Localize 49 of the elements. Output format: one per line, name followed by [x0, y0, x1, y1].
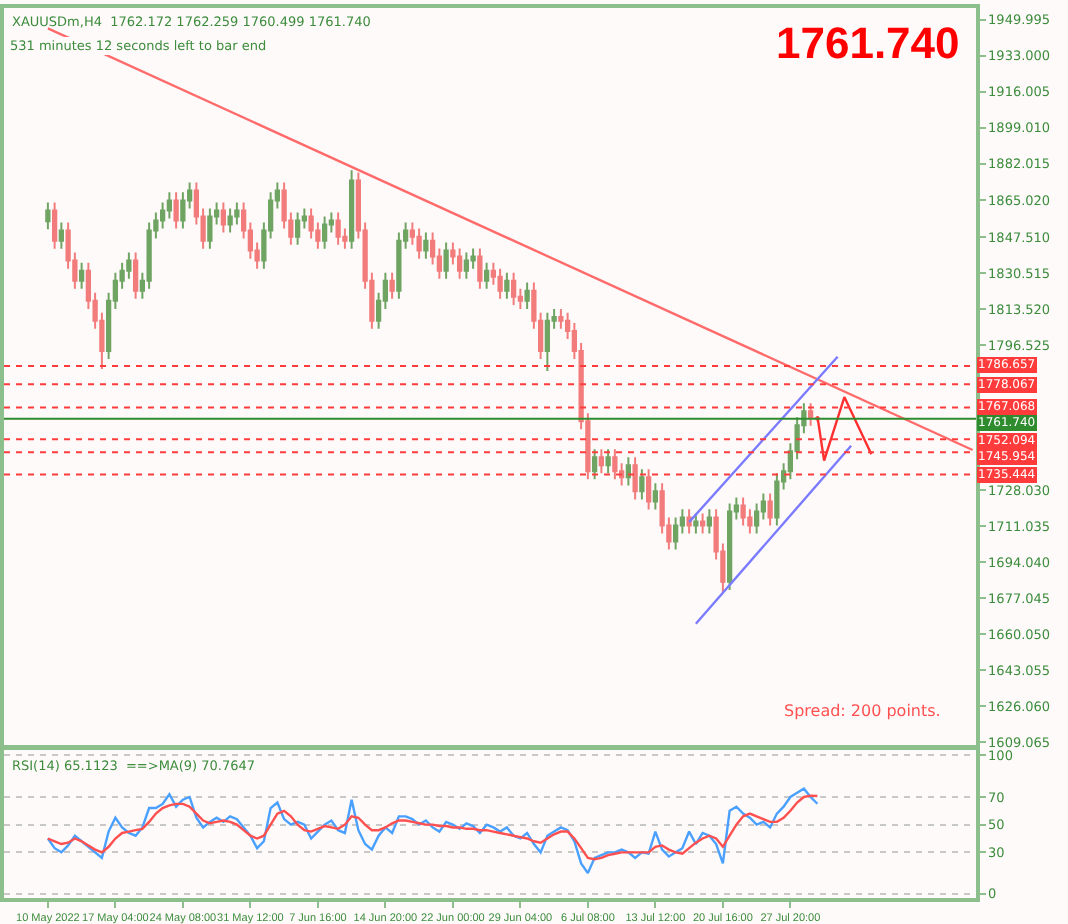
- annotation: 1761.740: [776, 18, 960, 68]
- candlestick: [389, 271, 395, 300]
- candlestick: [686, 508, 692, 535]
- candlestick: [544, 311, 551, 372]
- candlestick: [672, 516, 679, 551]
- candlestick: [504, 271, 510, 300]
- candlestick: [591, 448, 598, 481]
- candlestick: [58, 221, 65, 250]
- candlestick: [510, 271, 517, 306]
- candlestick: [605, 448, 611, 475]
- candlestick: [294, 211, 301, 246]
- candlestick: [639, 468, 645, 501]
- candlestick: [497, 267, 503, 300]
- candlestick: [652, 482, 659, 511]
- candlestick: [234, 201, 240, 226]
- candlestick: [612, 448, 618, 481]
- candlestick: [699, 512, 706, 535]
- candlestick: [78, 261, 85, 290]
- candlestick: [456, 247, 463, 280]
- candlestick: [51, 201, 58, 250]
- candlestick: [598, 448, 605, 475]
- candlestick: [632, 456, 638, 501]
- candlestick: [807, 402, 814, 427]
- candlestick: [321, 215, 328, 250]
- candlestick: [416, 227, 422, 260]
- candlestick: [767, 492, 773, 527]
- candlestick: [132, 251, 139, 300]
- candlestick: [625, 456, 632, 487]
- candlestick: [740, 496, 746, 527]
- candlestick: [335, 211, 341, 246]
- candlestick: [477, 247, 483, 290]
- candlestick: [45, 201, 51, 231]
- candlestick: [726, 502, 733, 591]
- annotation: Spread: 200 points.: [784, 702, 941, 720]
- line-series: [46, 794, 819, 861]
- candlestick: [207, 207, 213, 250]
- candlestick: [348, 169, 355, 250]
- candlestick: [227, 207, 233, 234]
- candlestick: [483, 261, 490, 290]
- candlestick: [423, 231, 429, 260]
- candlestick: [443, 241, 449, 280]
- candlestick: [645, 468, 652, 511]
- candlestick: [220, 201, 227, 234]
- candlestick: [693, 512, 699, 535]
- candlestick: [463, 251, 470, 280]
- candlestick: [524, 281, 530, 310]
- line-series: [46, 787, 819, 875]
- candlestick: [706, 508, 713, 535]
- candlestick: [173, 191, 179, 230]
